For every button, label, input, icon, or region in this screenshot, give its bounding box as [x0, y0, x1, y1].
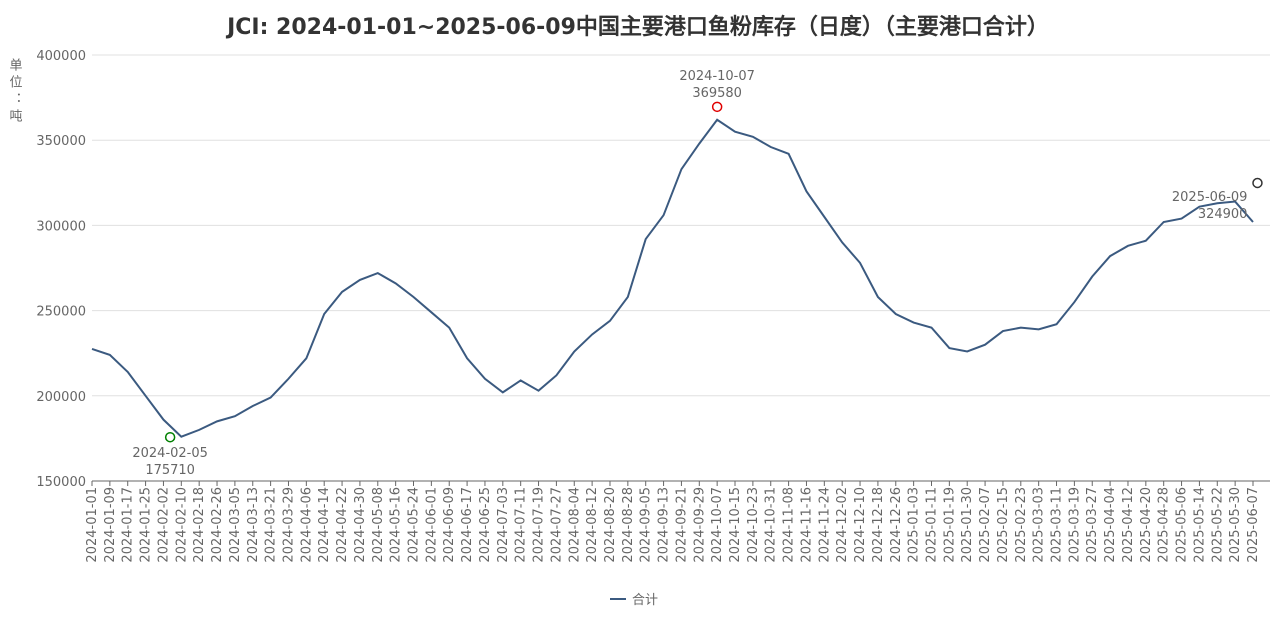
x-tick-label: 2024-12-18: [871, 487, 886, 563]
x-tick-label: 2024-01-01: [85, 487, 100, 563]
x-tick-label: 2024-08-20: [603, 487, 618, 563]
x-tick-label: 2024-05-24: [407, 487, 422, 563]
y-tick-label: 300000: [36, 219, 86, 234]
x-tick-label: 2024-06-25: [478, 487, 493, 563]
annotation-value: 324900: [1198, 207, 1248, 222]
x-tick-label: 2024-10-07: [710, 487, 725, 563]
x-tick-label: 2025-05-06: [1175, 487, 1190, 563]
x-tick-label: 2024-09-21: [674, 487, 689, 563]
x-tick-label: 2024-01-09: [103, 487, 118, 563]
x-tick-label: 2024-07-03: [496, 487, 511, 563]
x-tick-label: 2025-04-12: [1121, 487, 1136, 563]
x-tick-label: 2024-10-31: [764, 487, 779, 563]
x-tick-label: 2024-03-29: [281, 487, 296, 563]
x-tick-label: 2025-06-07: [1246, 487, 1261, 563]
x-tick-label: 2024-09-05: [639, 487, 654, 563]
x-tick-label: 2025-01-03: [907, 487, 922, 563]
x-tick-label: 2024-12-10: [853, 487, 868, 563]
x-tick-label: 2025-05-14: [1192, 487, 1207, 563]
x-tick-label: 2024-03-13: [246, 487, 261, 563]
x-tick-label: 2025-03-19: [1067, 487, 1082, 563]
x-tick-label: 2024-08-28: [621, 487, 636, 563]
legend-label: 合计: [632, 593, 658, 608]
x-tick-label: 2024-03-21: [264, 487, 279, 563]
x-tick-label: 2024-04-06: [299, 487, 314, 563]
x-tick-label: 2024-01-25: [139, 487, 154, 563]
annotation-marker: [711, 101, 723, 113]
annotation-date: 2024-02-05: [132, 446, 208, 461]
x-tick-label: 2024-02-18: [192, 487, 207, 563]
x-tick-label: 2025-04-20: [1139, 487, 1154, 563]
x-tick-label: 2025-04-04: [1103, 487, 1118, 563]
x-tick-label: 2024-12-02: [835, 487, 850, 563]
annotation-value: 175710: [145, 463, 195, 478]
x-tick-label: 2025-02-15: [996, 487, 1011, 563]
annotation-marker: [1252, 177, 1263, 189]
x-tick-label: 2024-11-24: [817, 487, 832, 563]
x-tick-label: 2024-11-08: [782, 487, 797, 563]
x-tick-label: 2024-06-17: [460, 487, 475, 563]
x-tick-label: 2024-02-10: [174, 487, 189, 563]
x-tick-label: 2025-03-27: [1085, 487, 1100, 563]
x-tick-label: 2024-06-09: [442, 487, 457, 563]
x-tick-label: 2024-02-02: [156, 487, 171, 563]
x-tick-label: 2025-04-28: [1157, 487, 1172, 563]
x-tick-label: 2025-05-22: [1210, 487, 1225, 563]
chart-title: JCI: 2024-01-01~2025-06-09中国主要港口鱼粉库存（日度）…: [225, 14, 1049, 40]
y-tick-label: 150000: [36, 475, 86, 490]
x-tick-label: 2024-09-13: [657, 487, 672, 563]
x-tick-label: 2024-04-22: [335, 487, 350, 563]
x-tick-label: 2024-09-29: [692, 487, 707, 563]
y-tick-label: 250000: [36, 305, 86, 320]
x-tick-label: 2024-10-15: [728, 487, 743, 563]
x-tick-label: 2024-08-04: [567, 487, 582, 563]
x-tick-label: 2025-02-07: [978, 487, 993, 563]
x-tick-label: 2024-04-14: [317, 487, 332, 563]
y-tick-label: 350000: [36, 134, 86, 149]
x-tick-label: 2024-02-26: [210, 487, 225, 563]
y-tick-label: 200000: [36, 390, 86, 405]
x-tick-label: 2025-03-11: [1050, 487, 1065, 563]
x-tick-label: 2024-05-16: [389, 487, 404, 563]
x-tick-label: 2024-04-30: [353, 487, 368, 563]
x-tick-label: 2024-03-05: [228, 487, 243, 563]
annotation-date: 2024-10-07: [679, 69, 755, 84]
x-tick-label: 2024-12-26: [889, 487, 904, 563]
x-tick-label: 2024-05-08: [371, 487, 386, 563]
x-tick-label: 2024-11-16: [799, 487, 814, 563]
annotation-marker: [164, 431, 176, 443]
x-tick-label: 2025-01-19: [942, 487, 957, 563]
y-tick-label: 400000: [36, 49, 86, 64]
series-line: [91, 118, 1254, 438]
x-tick-label: 2024-10-23: [746, 487, 761, 563]
y-axis-label: 单位：吨: [7, 58, 23, 126]
x-tick-label: 2025-03-03: [1032, 487, 1047, 563]
x-tick-label: 2025-01-30: [960, 487, 975, 563]
x-tick-label: 2024-07-27: [549, 487, 564, 563]
annotation-date: 2025-06-09: [1172, 190, 1248, 205]
x-tick-label: 2025-02-23: [1014, 487, 1029, 563]
annotation-value: 369580: [692, 86, 742, 101]
x-tick-label: 2024-06-01: [424, 487, 439, 563]
x-tick-label: 2024-01-17: [121, 487, 136, 563]
x-tick-label: 2025-05-30: [1228, 487, 1243, 563]
x-tick-label: 2025-01-11: [924, 487, 939, 563]
x-tick-label: 2024-07-19: [532, 487, 547, 563]
x-tick-label: 2024-08-12: [585, 487, 600, 563]
x-tick-label: 2024-07-11: [514, 487, 529, 563]
